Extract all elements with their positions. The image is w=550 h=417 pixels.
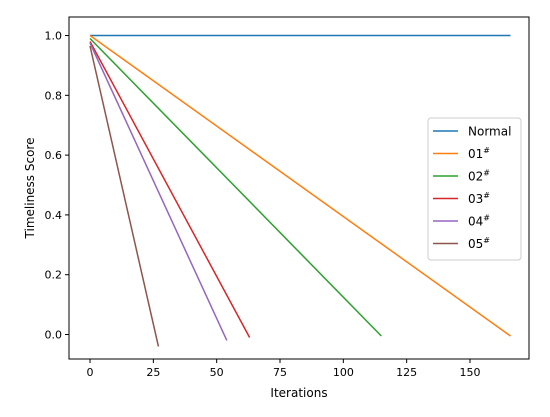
x-axis-label: Iterations bbox=[270, 386, 327, 400]
series-line-03 bbox=[89, 41, 251, 338]
x-tick-label: 125 bbox=[396, 366, 417, 379]
series-layer bbox=[89, 34, 511, 347]
legend-label-superscript: # bbox=[483, 146, 490, 155]
y-tick-label: 0.8 bbox=[45, 89, 63, 102]
x-tick-label: 25 bbox=[146, 366, 160, 379]
y-axis: 0.0 0.2 0.4 0.6 0.8 1.0 bbox=[45, 30, 69, 341]
series-line-05 bbox=[89, 45, 160, 347]
series-line-04 bbox=[89, 42, 228, 341]
legend-label-superscript: # bbox=[483, 236, 490, 245]
x-axis: 0 25 50 75 100 125 150 bbox=[87, 359, 480, 379]
x-tick-label: 75 bbox=[273, 366, 287, 379]
legend-label: Normal bbox=[468, 125, 511, 139]
legend-label-superscript: # bbox=[483, 214, 490, 223]
y-tick-label: 0.6 bbox=[45, 149, 63, 162]
series-line-02 bbox=[89, 37, 382, 337]
legend-label-superscript: # bbox=[483, 191, 490, 200]
x-tick-label: 150 bbox=[459, 366, 480, 379]
legend-label-superscript: # bbox=[483, 169, 490, 178]
axes-border bbox=[68, 16, 530, 360]
x-tick-label: 50 bbox=[210, 366, 224, 379]
y-axis-label: Timeliness Score bbox=[23, 138, 37, 240]
axes-frame bbox=[68, 16, 530, 360]
y-tick-label: 0.4 bbox=[45, 209, 63, 222]
series-line-01 bbox=[89, 34, 511, 337]
y-tick-label: 1.0 bbox=[45, 30, 63, 43]
x-tick-label: 100 bbox=[333, 366, 354, 379]
y-tick-label: 0.2 bbox=[45, 269, 63, 282]
y-tick-label: 0.0 bbox=[45, 328, 63, 341]
x-tick-label: 0 bbox=[87, 366, 94, 379]
